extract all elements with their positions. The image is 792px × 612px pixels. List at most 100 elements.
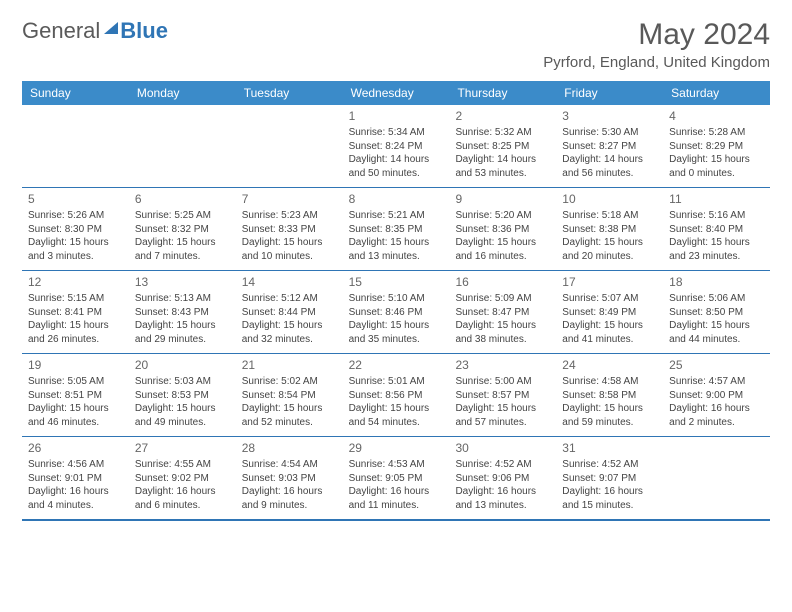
sunset-text: Sunset: 8:46 PM bbox=[349, 306, 444, 320]
calendar-day: 11Sunrise: 5:16 AMSunset: 8:40 PMDayligh… bbox=[663, 188, 770, 270]
day-number: 29 bbox=[349, 440, 444, 456]
day-number: 13 bbox=[135, 274, 230, 290]
day-number: 10 bbox=[562, 191, 657, 207]
sunrise-text: Sunrise: 5:20 AM bbox=[455, 209, 550, 223]
sunrise-text: Sunrise: 5:12 AM bbox=[242, 292, 337, 306]
daylight-text: Daylight: 15 hours and 29 minutes. bbox=[135, 319, 230, 346]
sunrise-text: Sunrise: 4:58 AM bbox=[562, 375, 657, 389]
sunrise-text: Sunrise: 5:03 AM bbox=[135, 375, 230, 389]
sunset-text: Sunset: 8:56 PM bbox=[349, 389, 444, 403]
sunset-text: Sunset: 8:57 PM bbox=[455, 389, 550, 403]
sunrise-text: Sunrise: 5:07 AM bbox=[562, 292, 657, 306]
daylight-text: Daylight: 15 hours and 38 minutes. bbox=[455, 319, 550, 346]
calendar-day: 24Sunrise: 4:58 AMSunset: 8:58 PMDayligh… bbox=[556, 354, 663, 436]
day-header: Saturday bbox=[663, 81, 770, 105]
sunset-text: Sunset: 8:25 PM bbox=[455, 140, 550, 154]
calendar-day: 19Sunrise: 5:05 AMSunset: 8:51 PMDayligh… bbox=[22, 354, 129, 436]
calendar-day: 8Sunrise: 5:21 AMSunset: 8:35 PMDaylight… bbox=[343, 188, 450, 270]
day-header: Thursday bbox=[449, 81, 556, 105]
sunset-text: Sunset: 8:43 PM bbox=[135, 306, 230, 320]
calendar-day bbox=[236, 105, 343, 187]
daylight-text: Daylight: 15 hours and 57 minutes. bbox=[455, 402, 550, 429]
sunset-text: Sunset: 8:24 PM bbox=[349, 140, 444, 154]
calendar-day: 23Sunrise: 5:00 AMSunset: 8:57 PMDayligh… bbox=[449, 354, 556, 436]
calendar-week: 12Sunrise: 5:15 AMSunset: 8:41 PMDayligh… bbox=[22, 271, 770, 354]
calendar-day: 25Sunrise: 4:57 AMSunset: 9:00 PMDayligh… bbox=[663, 354, 770, 436]
daylight-text: Daylight: 16 hours and 2 minutes. bbox=[669, 402, 764, 429]
daylight-text: Daylight: 16 hours and 15 minutes. bbox=[562, 485, 657, 512]
calendar-day: 21Sunrise: 5:02 AMSunset: 8:54 PMDayligh… bbox=[236, 354, 343, 436]
day-number: 6 bbox=[135, 191, 230, 207]
day-number: 30 bbox=[455, 440, 550, 456]
day-number: 5 bbox=[28, 191, 123, 207]
calendar-day: 5Sunrise: 5:26 AMSunset: 8:30 PMDaylight… bbox=[22, 188, 129, 270]
sunrise-text: Sunrise: 4:52 AM bbox=[562, 458, 657, 472]
daylight-text: Daylight: 15 hours and 0 minutes. bbox=[669, 153, 764, 180]
calendar-day: 20Sunrise: 5:03 AMSunset: 8:53 PMDayligh… bbox=[129, 354, 236, 436]
calendar-header-row: Sunday Monday Tuesday Wednesday Thursday… bbox=[22, 81, 770, 105]
calendar-week: 19Sunrise: 5:05 AMSunset: 8:51 PMDayligh… bbox=[22, 354, 770, 437]
sunset-text: Sunset: 8:33 PM bbox=[242, 223, 337, 237]
daylight-text: Daylight: 15 hours and 10 minutes. bbox=[242, 236, 337, 263]
day-number: 21 bbox=[242, 357, 337, 373]
calendar-day: 15 Sunrise: 5:10 AMSunset: 8:46 PMDayligh… bbox=[343, 271, 450, 353]
sunrise-text: Sunrise: 5:32 AM bbox=[455, 126, 550, 140]
day-number: 26 bbox=[28, 440, 123, 456]
sunrise-text: Sunrise: 4:53 AM bbox=[349, 458, 444, 472]
sunset-text: Sunset: 8:36 PM bbox=[455, 223, 550, 237]
calendar-day: 17Sunrise: 5:07 AMSunset: 8:49 PMDayligh… bbox=[556, 271, 663, 353]
calendar-week: 26Sunrise: 4:56 AMSunset: 9:01 PMDayligh… bbox=[22, 437, 770, 521]
sunrise-text: Sunrise: 5:10 AM bbox=[349, 292, 444, 306]
sunset-text: Sunset: 9:00 PM bbox=[669, 389, 764, 403]
calendar-day: 27Sunrise: 4:55 AMSunset: 9:02 PMDayligh… bbox=[129, 437, 236, 519]
daylight-text: Daylight: 15 hours and 52 minutes. bbox=[242, 402, 337, 429]
logo: General Blue bbox=[22, 18, 168, 44]
day-number: 20 bbox=[135, 357, 230, 373]
sunrise-text: Sunrise: 5:21 AM bbox=[349, 209, 444, 223]
calendar-body: 1Sunrise: 5:34 AMSunset: 8:24 PMDaylight… bbox=[22, 105, 770, 521]
day-number: 4 bbox=[669, 108, 764, 124]
calendar-week: 1Sunrise: 5:34 AMSunset: 8:24 PMDaylight… bbox=[22, 105, 770, 188]
sunset-text: Sunset: 8:32 PM bbox=[135, 223, 230, 237]
calendar-day: 3Sunrise: 5:30 AMSunset: 8:27 PMDaylight… bbox=[556, 105, 663, 187]
daylight-text: Daylight: 15 hours and 32 minutes. bbox=[242, 319, 337, 346]
day-number: 17 bbox=[562, 274, 657, 290]
daylight-text: Daylight: 15 hours and 59 minutes. bbox=[562, 402, 657, 429]
day-number: 11 bbox=[669, 191, 764, 207]
sunset-text: Sunset: 9:02 PM bbox=[135, 472, 230, 486]
daylight-text: Daylight: 15 hours and 13 minutes. bbox=[349, 236, 444, 263]
daylight-text: Daylight: 15 hours and 16 minutes. bbox=[455, 236, 550, 263]
sunrise-text: Sunrise: 5:16 AM bbox=[669, 209, 764, 223]
day-number: 16 bbox=[455, 274, 550, 290]
day-number: 12 bbox=[28, 274, 123, 290]
sunset-text: Sunset: 8:35 PM bbox=[349, 223, 444, 237]
sunrise-text: Sunrise: 4:56 AM bbox=[28, 458, 123, 472]
daylight-text: Daylight: 15 hours and 46 minutes. bbox=[28, 402, 123, 429]
sunset-text: Sunset: 9:07 PM bbox=[562, 472, 657, 486]
calendar-day: 6Sunrise: 5:25 AMSunset: 8:32 PMDaylight… bbox=[129, 188, 236, 270]
daylight-text: Daylight: 15 hours and 3 minutes. bbox=[28, 236, 123, 263]
day-number: 3 bbox=[562, 108, 657, 124]
daylight-text: Daylight: 16 hours and 6 minutes. bbox=[135, 485, 230, 512]
calendar-week: 5Sunrise: 5:26 AMSunset: 8:30 PMDaylight… bbox=[22, 188, 770, 271]
calendar-day bbox=[129, 105, 236, 187]
calendar-day: 9Sunrise: 5:20 AMSunset: 8:36 PMDaylight… bbox=[449, 188, 556, 270]
daylight-text: Daylight: 14 hours and 56 minutes. bbox=[562, 153, 657, 180]
daylight-text: Daylight: 15 hours and 35 minutes. bbox=[349, 319, 444, 346]
calendar-day: 16Sunrise: 5:09 AMSunset: 8:47 PMDayligh… bbox=[449, 271, 556, 353]
daylight-text: Daylight: 15 hours and 54 minutes. bbox=[349, 402, 444, 429]
day-header: Friday bbox=[556, 81, 663, 105]
day-number: 23 bbox=[455, 357, 550, 373]
sunrise-text: Sunrise: 5:30 AM bbox=[562, 126, 657, 140]
daylight-text: Daylight: 15 hours and 7 minutes. bbox=[135, 236, 230, 263]
sunrise-text: Sunrise: 5:09 AM bbox=[455, 292, 550, 306]
day-number: 15 bbox=[349, 274, 444, 290]
sunset-text: Sunset: 8:50 PM bbox=[669, 306, 764, 320]
sunset-text: Sunset: 8:40 PM bbox=[669, 223, 764, 237]
sunrise-text: Sunrise: 4:52 AM bbox=[455, 458, 550, 472]
sunrise-text: Sunrise: 5:05 AM bbox=[28, 375, 123, 389]
daylight-text: Daylight: 15 hours and 49 minutes. bbox=[135, 402, 230, 429]
sunrise-text: Sunrise: 5:18 AM bbox=[562, 209, 657, 223]
logo-text-1: General bbox=[22, 18, 100, 44]
calendar-day: 28Sunrise: 4:54 AMSunset: 9:03 PMDayligh… bbox=[236, 437, 343, 519]
